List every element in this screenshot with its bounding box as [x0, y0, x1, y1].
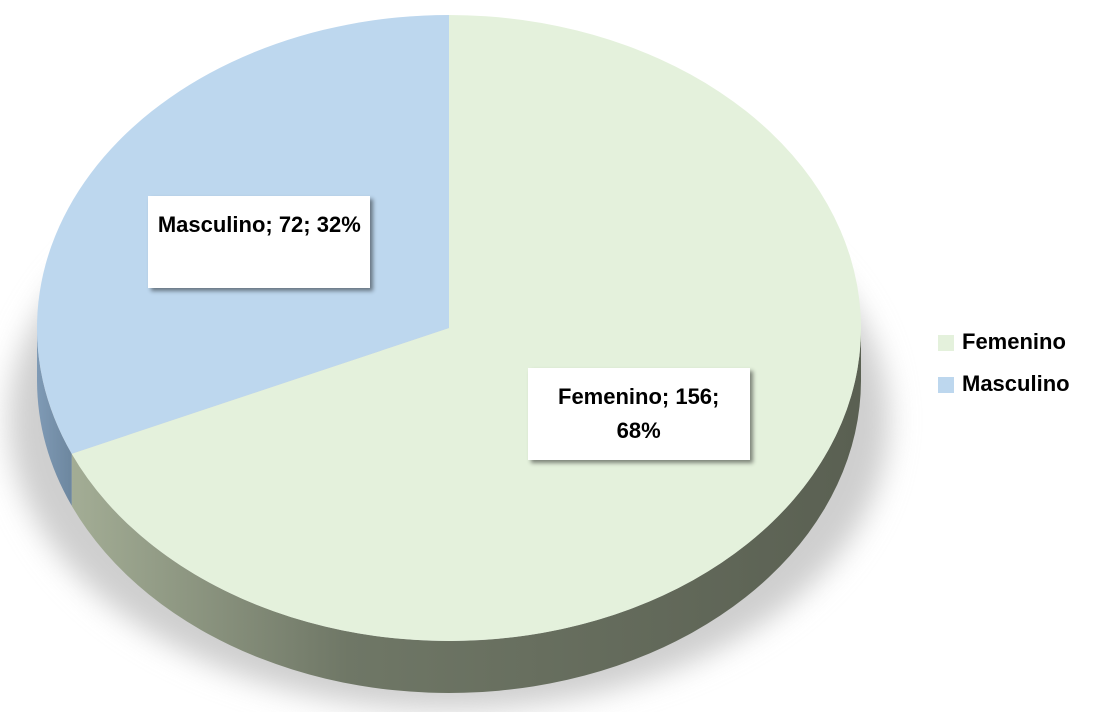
slice-side [37, 328, 72, 506]
legend-swatch [938, 335, 954, 351]
legend-label: Femenino [962, 329, 1066, 354]
legend-swatch [938, 377, 954, 393]
legend-label: Masculino [962, 371, 1070, 396]
data-label: Masculino; 72; 32% [148, 196, 371, 289]
data-label: Femenino; 156; 68% [527, 367, 750, 460]
pie-slice [71, 15, 862, 642]
slice-side [71, 328, 861, 694]
